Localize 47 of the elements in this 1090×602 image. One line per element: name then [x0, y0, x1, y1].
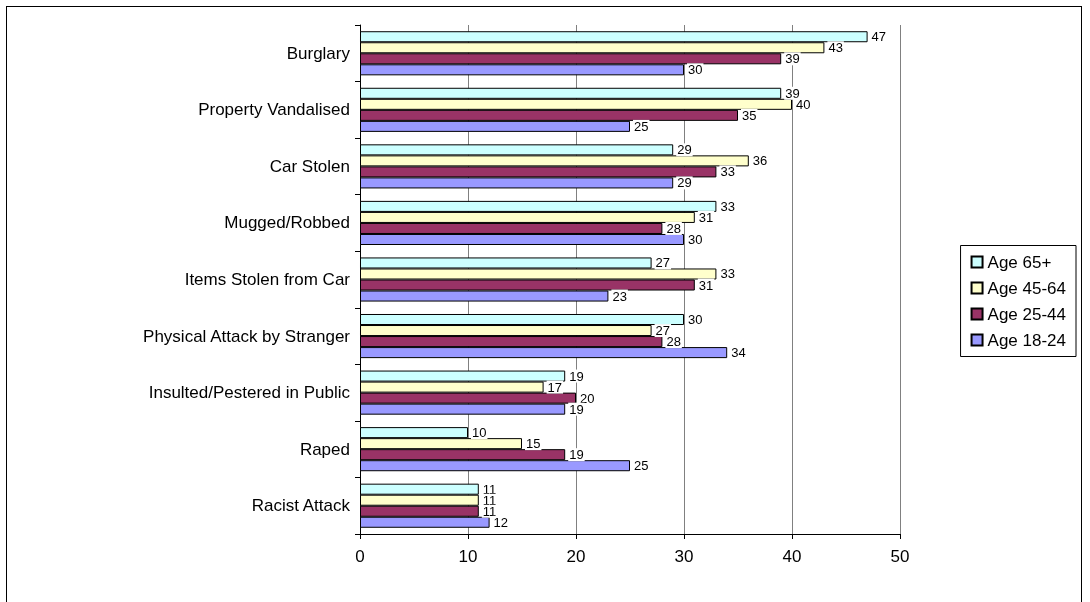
data-label: 33	[720, 164, 735, 180]
data-label: 31	[698, 209, 714, 225]
y-tick-label: Mugged/Robbed	[224, 213, 350, 233]
data-label: 28	[666, 334, 681, 350]
y-tick-label: Car Stolen	[269, 156, 350, 176]
data-label: 15	[526, 436, 541, 452]
data-label: 39	[785, 85, 800, 101]
data-label: 25	[634, 458, 649, 474]
data-label: 39	[785, 51, 800, 67]
data-label: 33	[720, 266, 735, 282]
data-label: 29	[677, 142, 692, 158]
data-label: 36	[752, 153, 768, 169]
data-label: 23	[612, 288, 627, 304]
legend-label: Age 18-24	[987, 330, 1066, 350]
data-label: 10	[472, 425, 487, 441]
data-label: 35	[742, 107, 757, 123]
legend-label: Age 65+	[987, 252, 1052, 272]
x-tick-label: 20	[566, 547, 586, 566]
x-tick-label: 50	[890, 547, 910, 566]
y-tick-label: Raped	[299, 439, 350, 459]
x-tick-label: 30	[674, 547, 694, 566]
y-tick-label: Items Stolen from Car	[184, 270, 351, 289]
y-tick-label: Physical Attack by Stranger	[143, 326, 351, 346]
data-label: 31	[698, 277, 714, 293]
data-label: 43	[828, 40, 843, 56]
x-tick-label: 0	[355, 547, 365, 566]
data-label: 19	[569, 447, 584, 463]
legend-label: Age 25-44	[987, 304, 1066, 324]
y-tick-label: Insulted/Pestered in Public	[148, 383, 351, 403]
data-label: 25	[634, 118, 649, 134]
x-tick-label: 10	[458, 547, 478, 566]
legend-label: Age 45-64	[987, 278, 1066, 298]
data-label: 27	[655, 255, 671, 271]
y-tick-label: Racist Attack	[251, 496, 351, 516]
data-label: 47	[871, 29, 887, 45]
y-tick-label: Property Vandalised	[198, 100, 350, 120]
x-tick-label: 40	[782, 547, 802, 566]
data-label: 30	[688, 231, 703, 247]
y-tick-label: Burglary	[286, 43, 351, 63]
data-label: 29	[677, 175, 692, 191]
data-label: 28	[666, 220, 681, 236]
data-label: 30	[688, 62, 703, 78]
data-label: 19	[569, 368, 584, 384]
data-label: 33	[720, 198, 735, 214]
data-label: 17	[547, 379, 563, 395]
data-label: 34	[731, 345, 746, 361]
data-label: 30	[688, 312, 703, 328]
